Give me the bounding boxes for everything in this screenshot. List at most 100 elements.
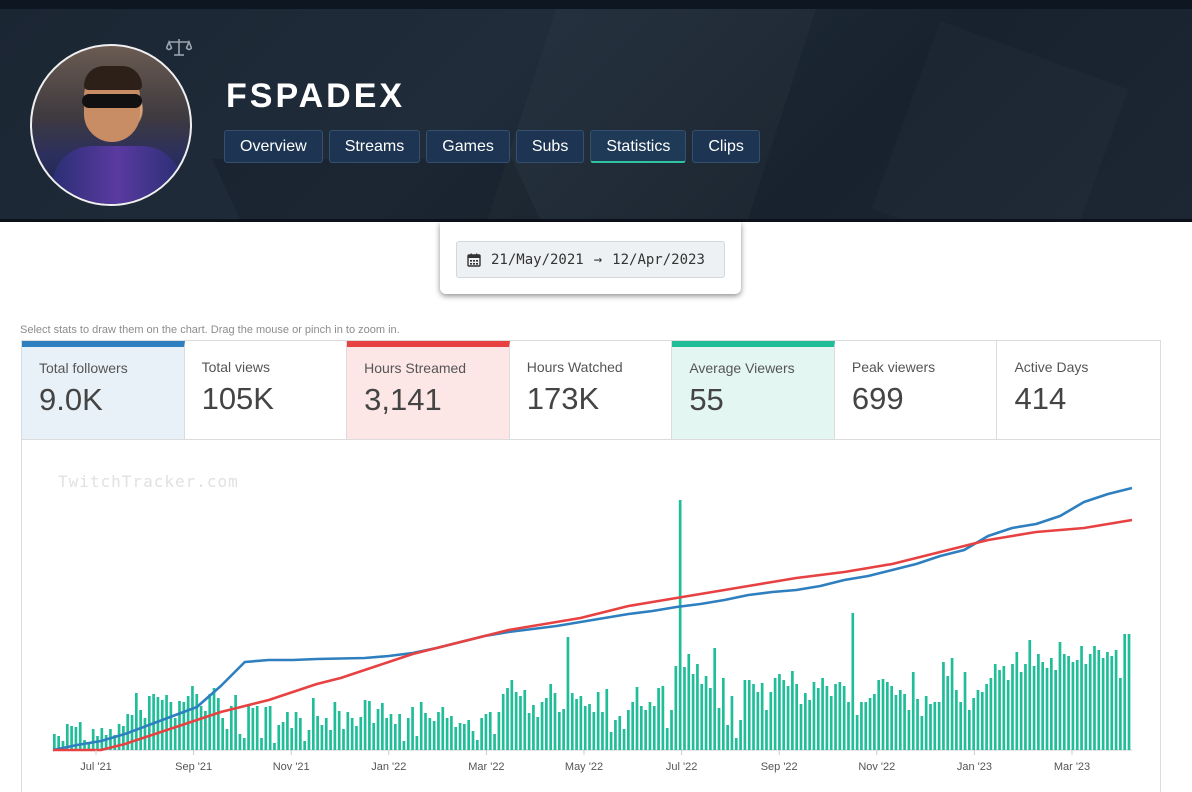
- avg-viewers-bar[interactable]: [497, 712, 501, 750]
- avg-viewers-bar[interactable]: [1110, 656, 1114, 750]
- avg-viewers-bar[interactable]: [372, 723, 376, 750]
- avg-viewers-bar[interactable]: [324, 718, 328, 750]
- stats-chart-area[interactable]: TwitchTracker.com Jul '21 Sep '21 Nov '21 J…: [21, 440, 1161, 792]
- avg-viewers-bar[interactable]: [480, 718, 483, 750]
- avg-viewers-bar[interactable]: [333, 702, 337, 750]
- avg-viewers-bar[interactable]: [156, 697, 160, 750]
- avg-viewers-bar[interactable]: [1093, 646, 1096, 750]
- avg-viewers-bar[interactable]: [1119, 678, 1122, 750]
- avg-viewers-bar[interactable]: [350, 718, 354, 750]
- avg-viewers-bar[interactable]: [752, 684, 755, 750]
- avg-viewers-bar[interactable]: [195, 694, 199, 750]
- tab-overview[interactable]: Overview: [224, 130, 323, 163]
- avg-viewers-bar[interactable]: [549, 684, 553, 750]
- avg-viewers-bar[interactable]: [182, 702, 186, 750]
- avg-viewers-bar[interactable]: [907, 710, 911, 750]
- avg-viewers-bar[interactable]: [721, 678, 725, 750]
- avg-viewers-bar[interactable]: [527, 713, 531, 750]
- avg-viewers-bar[interactable]: [791, 671, 794, 750]
- avg-viewers-bar[interactable]: [277, 725, 281, 750]
- avg-viewers-bar[interactable]: [355, 726, 358, 750]
- avg-viewers-bar[interactable]: [911, 672, 915, 750]
- avg-viewers-bar[interactable]: [264, 707, 268, 750]
- avg-viewers-bar[interactable]: [1088, 654, 1092, 750]
- avg-viewers-bar[interactable]: [627, 710, 630, 750]
- avg-viewers-bar[interactable]: [229, 706, 233, 750]
- avg-viewers-bar[interactable]: [445, 718, 449, 750]
- avg-viewers-bar[interactable]: [320, 725, 324, 750]
- avg-viewers-bar[interactable]: [1097, 650, 1101, 750]
- avg-viewers-bar[interactable]: [1041, 662, 1045, 750]
- avg-viewers-bar[interactable]: [648, 702, 652, 750]
- stat-total-views[interactable]: Total views 105K: [185, 341, 348, 439]
- avg-viewers-bar[interactable]: [329, 730, 332, 750]
- avg-viewers-bar[interactable]: [730, 696, 734, 750]
- date-range-picker[interactable]: 21/May/2021 → 12/Apr/2023: [456, 241, 725, 278]
- stat-hours-watched[interactable]: Hours Watched 173K: [510, 341, 673, 439]
- avg-viewers-bar[interactable]: [588, 704, 591, 750]
- avg-viewers-bar[interactable]: [963, 672, 967, 750]
- avg-viewers-bar[interactable]: [398, 714, 401, 750]
- avg-viewers-bar[interactable]: [173, 718, 177, 750]
- avg-viewers-bar[interactable]: [437, 712, 440, 750]
- avg-viewers-bar[interactable]: [825, 686, 829, 750]
- avg-viewers-bar[interactable]: [268, 706, 272, 750]
- avg-viewers-bar[interactable]: [65, 724, 69, 750]
- avg-viewers-bar[interactable]: [1101, 658, 1105, 750]
- avg-viewers-bar[interactable]: [61, 741, 65, 750]
- avg-viewers-bar[interactable]: [471, 731, 475, 750]
- avg-viewers-bar[interactable]: [104, 735, 108, 750]
- avg-viewers-bar[interactable]: [415, 736, 419, 750]
- avg-viewers-bar[interactable]: [247, 704, 250, 750]
- avg-viewers-bar[interactable]: [458, 723, 462, 750]
- avg-viewers-bar[interactable]: [221, 718, 224, 750]
- avg-viewers-bar[interactable]: [57, 736, 60, 750]
- avg-viewers-bar[interactable]: [273, 743, 276, 750]
- avg-viewers-bar[interactable]: [514, 692, 518, 750]
- avg-viewers-bar[interactable]: [873, 694, 876, 750]
- avg-viewers-bar[interactable]: [575, 699, 578, 750]
- avg-viewers-bar[interactable]: [855, 715, 859, 750]
- avg-viewers-bar[interactable]: [467, 720, 471, 750]
- avg-viewers-bar[interactable]: [1071, 662, 1075, 750]
- avg-viewers-bar[interactable]: [562, 709, 565, 750]
- avg-viewers-bar[interactable]: [1127, 634, 1131, 750]
- avg-viewers-bar[interactable]: [868, 698, 872, 750]
- avg-viewers-bar[interactable]: [583, 706, 587, 750]
- avg-viewers-bar[interactable]: [989, 678, 993, 750]
- avg-viewers-bar[interactable]: [78, 722, 82, 750]
- avg-viewers-bar[interactable]: [463, 724, 466, 750]
- avg-viewers-bar[interactable]: [204, 711, 207, 750]
- avg-viewers-bar[interactable]: [199, 706, 203, 750]
- avg-viewers-bar[interactable]: [829, 696, 833, 750]
- stat-average-viewers[interactable]: Average Viewers 55: [672, 341, 835, 439]
- avg-viewers-bar[interactable]: [454, 727, 458, 750]
- avg-viewers-bar[interactable]: [234, 695, 237, 750]
- tab-streams[interactable]: Streams: [328, 130, 421, 163]
- avg-viewers-bar[interactable]: [756, 692, 760, 750]
- avg-viewers-bar[interactable]: [890, 686, 893, 750]
- avg-viewers-bar[interactable]: [557, 712, 561, 750]
- avg-viewers-bar[interactable]: [1058, 642, 1062, 750]
- avg-viewers-bar[interactable]: [916, 699, 919, 750]
- avg-viewers-bar[interactable]: [100, 728, 104, 750]
- avg-viewers-bar[interactable]: [566, 637, 570, 750]
- avg-viewers-bar[interactable]: [217, 698, 220, 750]
- avg-viewers-bar[interactable]: [933, 702, 937, 750]
- avg-viewers-bar[interactable]: [1002, 666, 1006, 750]
- avg-viewers-bar[interactable]: [980, 692, 984, 750]
- avg-viewers-bar[interactable]: [1006, 680, 1010, 750]
- avg-viewers-bar[interactable]: [510, 680, 514, 750]
- avg-viewers-bar[interactable]: [1114, 650, 1118, 750]
- avg-viewers-bar[interactable]: [488, 712, 492, 750]
- avg-viewers-bar[interactable]: [946, 676, 950, 750]
- avg-viewers-bar[interactable]: [1075, 660, 1079, 750]
- avg-viewers-bar[interactable]: [424, 713, 427, 750]
- tab-clips[interactable]: Clips: [692, 130, 760, 163]
- stat-peak-viewers[interactable]: Peak viewers 699: [835, 341, 998, 439]
- avg-viewers-bar[interactable]: [937, 702, 941, 750]
- avg-viewers-bar[interactable]: [212, 688, 216, 750]
- avg-viewers-bar[interactable]: [881, 679, 885, 750]
- avg-viewers-bar[interactable]: [803, 693, 807, 750]
- avg-viewers-bar[interactable]: [1123, 634, 1127, 750]
